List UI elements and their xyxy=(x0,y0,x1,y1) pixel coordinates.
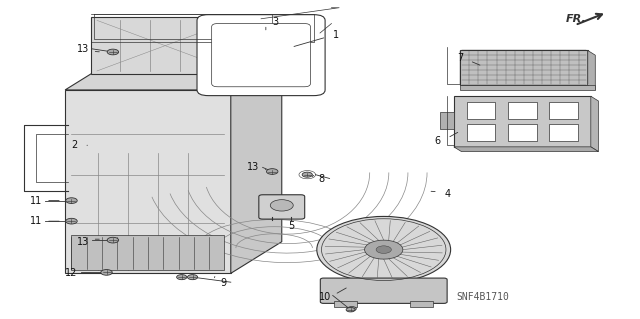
Circle shape xyxy=(348,307,356,311)
Circle shape xyxy=(66,218,77,224)
Bar xyxy=(460,85,595,90)
FancyBboxPatch shape xyxy=(212,24,310,87)
Bar xyxy=(334,300,357,308)
Bar xyxy=(440,112,454,129)
Circle shape xyxy=(302,172,312,177)
Circle shape xyxy=(266,169,278,174)
Bar xyxy=(467,124,495,141)
Polygon shape xyxy=(65,90,231,273)
Text: 5: 5 xyxy=(288,221,294,231)
Bar xyxy=(549,102,578,119)
Circle shape xyxy=(66,198,77,204)
Text: 3: 3 xyxy=(273,17,278,27)
Circle shape xyxy=(100,270,112,275)
Bar xyxy=(454,96,591,147)
Circle shape xyxy=(107,237,118,243)
Text: 7: 7 xyxy=(457,53,463,63)
FancyBboxPatch shape xyxy=(197,15,325,96)
Text: FR.: FR. xyxy=(565,13,586,24)
Bar xyxy=(508,102,537,119)
Text: 11: 11 xyxy=(30,196,43,206)
Polygon shape xyxy=(588,50,595,90)
Circle shape xyxy=(376,246,392,253)
Text: 6: 6 xyxy=(435,136,441,145)
Bar xyxy=(72,235,225,270)
Bar xyxy=(467,102,495,119)
Text: 13: 13 xyxy=(77,44,89,54)
Text: 1: 1 xyxy=(333,30,339,40)
Text: 10: 10 xyxy=(319,292,332,302)
Bar xyxy=(460,50,588,85)
FancyBboxPatch shape xyxy=(320,278,447,303)
Polygon shape xyxy=(454,147,598,152)
Bar xyxy=(410,300,433,308)
Polygon shape xyxy=(91,17,240,74)
Circle shape xyxy=(107,49,118,55)
Circle shape xyxy=(270,200,293,211)
Text: 13: 13 xyxy=(247,162,259,172)
Circle shape xyxy=(365,240,403,259)
Circle shape xyxy=(317,216,451,283)
Polygon shape xyxy=(231,58,282,273)
Circle shape xyxy=(177,275,187,280)
Bar xyxy=(549,124,578,141)
Text: 2: 2 xyxy=(72,140,78,150)
Text: 9: 9 xyxy=(220,278,226,288)
Polygon shape xyxy=(591,96,598,152)
Circle shape xyxy=(188,275,198,280)
Text: 8: 8 xyxy=(319,174,325,184)
Text: SNF4B1710: SNF4B1710 xyxy=(456,292,509,302)
Polygon shape xyxy=(65,58,282,90)
Bar xyxy=(508,124,537,141)
Text: 12: 12 xyxy=(65,268,77,278)
Text: 13: 13 xyxy=(77,237,89,247)
FancyBboxPatch shape xyxy=(259,195,305,219)
Circle shape xyxy=(346,308,355,312)
Text: 11: 11 xyxy=(30,216,43,226)
Text: 4: 4 xyxy=(444,189,451,199)
